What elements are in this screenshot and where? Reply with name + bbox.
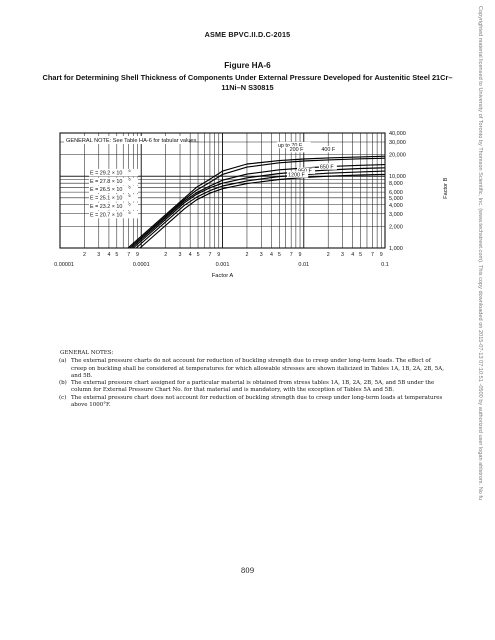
series-label: 400 F bbox=[321, 147, 335, 153]
x-minor-label: 2 bbox=[245, 252, 248, 258]
x-minor-label: 9 bbox=[136, 252, 139, 258]
general-note: GENERAL NOTE: See Table HA-6 for tabular… bbox=[66, 138, 198, 144]
y-tick-label: 10,000 bbox=[389, 174, 406, 180]
x-minor-label: 3 bbox=[179, 252, 182, 258]
modulus-label-background bbox=[89, 177, 138, 186]
note-text: The external pressure chart does not acc… bbox=[71, 394, 443, 409]
modulus-exponent: 6 bbox=[129, 202, 131, 206]
series-label-background bbox=[318, 163, 337, 170]
notes-heading: GENERAL NOTES: bbox=[60, 350, 114, 356]
x-minor-label: 5 bbox=[197, 252, 200, 258]
series-line bbox=[135, 170, 386, 249]
x-minor-label: 2 bbox=[83, 252, 86, 258]
modulus-label: E = 20.7 × 10 bbox=[90, 212, 122, 218]
x-axis-title: Factor A bbox=[212, 273, 234, 279]
x-minor-label: 7 bbox=[371, 252, 374, 258]
x-minor-label: 7 bbox=[127, 252, 130, 258]
figure-title: Chart for Determining Shell Thickness of… bbox=[42, 73, 453, 92]
y-tick-label: 30,000 bbox=[389, 140, 406, 146]
x-minor-label: 4 bbox=[189, 252, 192, 258]
series-line bbox=[127, 155, 386, 249]
series-line bbox=[130, 164, 386, 249]
series-label-background bbox=[297, 167, 316, 174]
note-item: (c) The external pressure chart does not … bbox=[59, 394, 444, 410]
x-minor-label: 2 bbox=[164, 252, 167, 258]
series-label-background bbox=[287, 171, 309, 178]
note-text: The external pressure charts do not acco… bbox=[71, 358, 444, 379]
x-minor-label: 3 bbox=[97, 252, 100, 258]
x-decade-label: 0.01 bbox=[298, 262, 309, 268]
y-tick-label: 6,000 bbox=[389, 190, 403, 196]
modulus-label-background bbox=[89, 210, 138, 219]
x-minor-label: 4 bbox=[351, 252, 354, 258]
chart-series bbox=[127, 155, 386, 249]
series-label: 200 F bbox=[290, 147, 304, 153]
modulus-exponent: 6 bbox=[129, 194, 131, 198]
y-tick-label: 1,000 bbox=[389, 246, 403, 252]
plot-frame bbox=[59, 132, 386, 249]
general-note-background bbox=[64, 136, 189, 144]
x-minor-label: 3 bbox=[341, 252, 344, 258]
y-tick-label: 20,000 bbox=[389, 153, 406, 159]
note-label: (a) bbox=[59, 358, 67, 365]
modulus-label: E = 29.2 × 10 bbox=[90, 170, 122, 176]
modulus-label: E = 25.1 × 10 bbox=[90, 196, 122, 202]
note-label: (c) bbox=[59, 394, 67, 401]
x-decade-label: 0.001 bbox=[216, 262, 230, 268]
series-label: 650 F bbox=[320, 165, 334, 171]
x-minor-label: 5 bbox=[115, 252, 118, 258]
note-text: The external pressure chart assigned for… bbox=[71, 380, 435, 394]
note-label: (b) bbox=[59, 380, 67, 387]
series-line bbox=[129, 157, 386, 249]
general-notes: GENERAL NOTES: (a) The external pressure … bbox=[59, 350, 444, 410]
modulus-label-background bbox=[89, 194, 138, 202]
modulus-label-background bbox=[89, 168, 138, 177]
y-axis-title: Factor B bbox=[443, 177, 449, 198]
running-head: ASME BPVC.II.D.C-2015 bbox=[204, 30, 291, 39]
x-decade-label: 0.1 bbox=[381, 262, 389, 268]
x-minor-label: 7 bbox=[208, 252, 211, 258]
modulus-label: E = 23.2 × 10 bbox=[90, 204, 122, 210]
y-tick-label: 4,000 bbox=[389, 203, 403, 209]
y-tick-label: 40,000 bbox=[389, 131, 406, 137]
modulus-label: E = 26.5 × 10 bbox=[90, 187, 122, 193]
modulus-exponent: 6 bbox=[129, 186, 131, 190]
x-minor-label: 7 bbox=[290, 252, 293, 258]
x-minor-label: 9 bbox=[217, 252, 220, 258]
copyright-side-note: Copyrighted material licensed to Univers… bbox=[477, 6, 483, 501]
series-label-background bbox=[320, 146, 339, 153]
x-minor-label: 5 bbox=[359, 252, 362, 258]
page-number: 809 bbox=[240, 567, 255, 575]
x-minor-label: 4 bbox=[270, 252, 273, 258]
series-line bbox=[132, 167, 386, 249]
modulus-label-background bbox=[89, 185, 138, 194]
external-pressure-chart: GENERAL NOTE: See Table HA-6 for tabular… bbox=[54, 131, 449, 279]
modulus-label: E = 27.8 × 10 bbox=[90, 179, 122, 185]
y-tick-label: 5,000 bbox=[389, 196, 403, 202]
series-line bbox=[139, 173, 386, 249]
x-minor-label: 2 bbox=[327, 252, 330, 258]
modulus-exponent: 6 bbox=[129, 211, 131, 215]
y-tick-label: 8,000 bbox=[389, 181, 403, 187]
note-item: (b) The external pressure chart assigned … bbox=[59, 380, 444, 395]
y-tick-label: 3,000 bbox=[389, 212, 403, 218]
modulus-label-background bbox=[89, 202, 138, 211]
x-minor-label: 9 bbox=[380, 252, 383, 258]
modulus-exponent: 6 bbox=[129, 178, 131, 182]
y-tick-label: 2,000 bbox=[389, 224, 403, 230]
x-minor-label: 5 bbox=[278, 252, 281, 258]
x-minor-label: 3 bbox=[260, 252, 263, 258]
x-minor-label: 4 bbox=[107, 252, 110, 258]
x-minor-label: 9 bbox=[299, 252, 302, 258]
x-decade-label: 0.00001 bbox=[54, 262, 74, 268]
x-decade-label: 0.0001 bbox=[133, 262, 150, 268]
figure-number: Figure HA-6 bbox=[224, 61, 271, 70]
series-label-background bbox=[288, 146, 307, 153]
modulus-exponent: 6 bbox=[129, 169, 131, 173]
note-item: (a) The external pressure charts do not a… bbox=[59, 358, 444, 380]
series-label: 1200 F bbox=[288, 173, 305, 179]
series-label-background bbox=[276, 141, 311, 149]
